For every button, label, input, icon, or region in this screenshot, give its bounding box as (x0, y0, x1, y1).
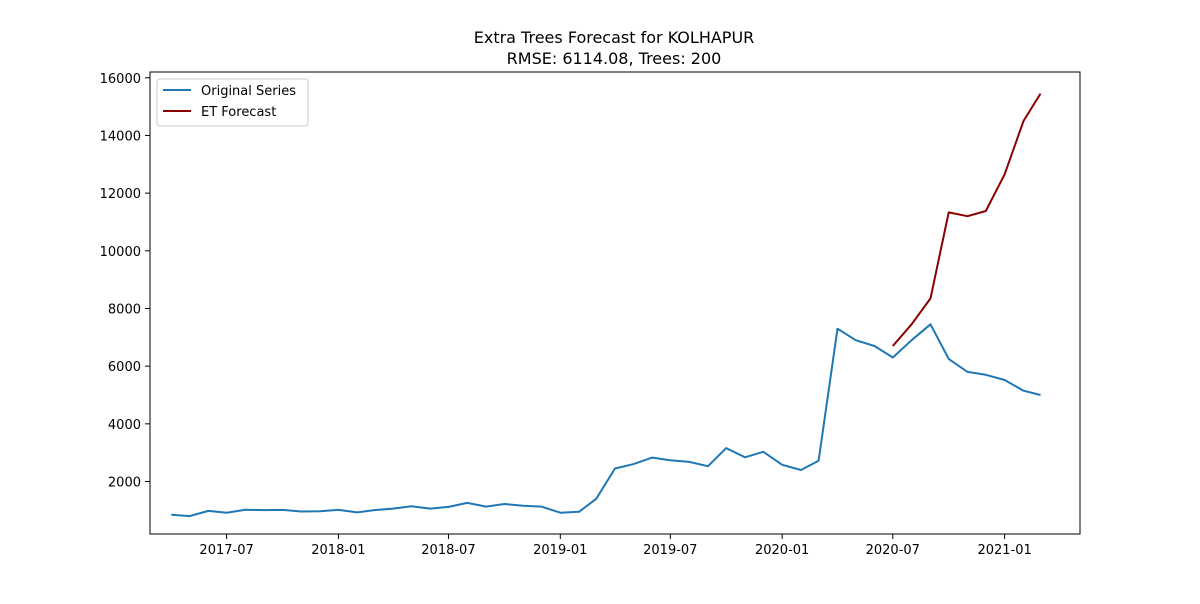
x-tick-label: 2019-07 (643, 543, 697, 558)
x-tick-label: 2021-01 (977, 543, 1031, 558)
y-tick-label: 16000 (100, 72, 141, 87)
legend-label-original-series: Original Series (201, 84, 296, 99)
plot-frame (149, 71, 1081, 535)
x-tick-label: 2017-07 (199, 543, 253, 558)
chart-title: Extra Trees Forecast for KOLHAPUR (474, 28, 755, 47)
y-tick-label: 2000 (108, 476, 141, 491)
x-tick-label: 2018-07 (421, 543, 475, 558)
x-tick-label: 2018-01 (311, 543, 365, 558)
series-line-et-forecast (892, 93, 1042, 347)
chart-subtitle: RMSE: 6114.08, Trees: 200 (507, 49, 722, 68)
series-layer (171, 93, 1042, 518)
y-tick-label: 10000 (100, 245, 141, 260)
legend-box (156, 78, 309, 127)
x-axis: 2017-07 2018-01 2018-07 2019-01 2019-07 2020-… (199, 534, 1032, 558)
legend-label-et-forecast: ET Forecast (201, 105, 276, 120)
x-tick-label: 2020-01 (755, 543, 809, 558)
y-tick-label: 4000 (108, 418, 141, 433)
y-tick-label: 6000 (108, 360, 141, 375)
y-tick-label: 12000 (100, 187, 141, 202)
x-tick-label: 2019-01 (533, 543, 587, 558)
series-line-original-series (171, 323, 1041, 518)
y-axis: 2000 4000 6000 8000 10000 12000 14000 16000 (100, 72, 150, 491)
x-tick-label: 2020-07 (866, 543, 920, 558)
y-tick-label: 8000 (108, 302, 141, 317)
y-tick-label: 14000 (100, 129, 141, 144)
legend: Original Series ET Forecast (156, 78, 309, 127)
